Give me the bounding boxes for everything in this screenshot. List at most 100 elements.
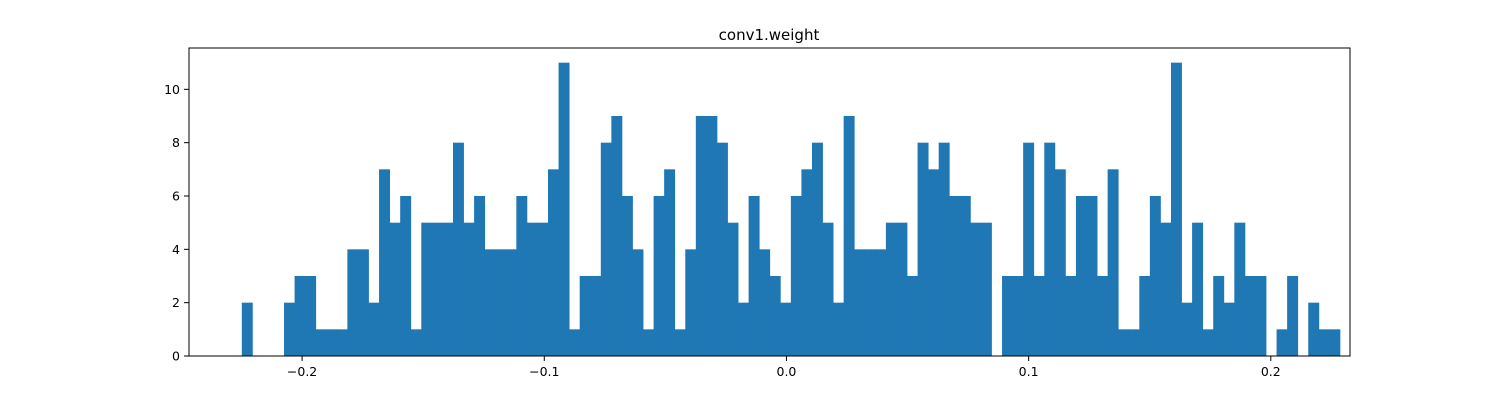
histogram-bar: [1075, 196, 1087, 356]
histogram-bar: [1181, 302, 1193, 356]
histogram-bar: [801, 169, 813, 356]
histogram-bar: [1044, 142, 1056, 356]
histogram-bar: [1086, 196, 1098, 356]
histogram-bar: [1160, 222, 1172, 356]
histogram-bar: [716, 142, 728, 356]
histogram-bar: [537, 222, 549, 356]
x-axis-ticks: −0.2 −0.1 0.0 0.1 0.2: [287, 356, 1281, 379]
histogram-bar: [400, 196, 412, 356]
y-tick-label: 6: [172, 189, 180, 204]
histogram-bar: [833, 302, 845, 356]
histogram-bar: [907, 276, 918, 356]
y-tick-label: 10: [164, 82, 180, 97]
histogram-bar: [241, 302, 253, 356]
histogram-bar: [706, 116, 718, 356]
x-tick-label: 0.0: [777, 364, 797, 379]
histogram-bar: [347, 249, 359, 356]
x-tick-label: −0.2: [287, 364, 317, 379]
histogram-bar: [759, 249, 771, 356]
histogram-bar: [1023, 142, 1035, 356]
histogram-bar: [695, 116, 707, 356]
histogram-bar: [579, 276, 591, 356]
histogram-bar: [1276, 329, 1288, 356]
histogram-bar: [980, 222, 992, 356]
bars-group: [241, 62, 1341, 357]
histogram-bar: [949, 196, 961, 356]
histogram-bar: [1255, 276, 1267, 356]
histogram-bar: [896, 222, 908, 356]
x-tick-label: −0.1: [529, 364, 559, 379]
histogram-bar: [1002, 276, 1013, 356]
histogram-bar: [368, 302, 380, 356]
histogram-bar: [474, 196, 486, 356]
histogram-bar: [875, 249, 887, 356]
histogram-bar: [1054, 169, 1066, 356]
histogram-bar: [1213, 276, 1225, 356]
histogram-bar: [1223, 302, 1235, 356]
axes-frame: [188, 47, 1351, 357]
y-tick-label: 4: [172, 242, 180, 257]
histogram-bar: [505, 249, 517, 356]
histogram-bar: [389, 222, 401, 356]
histogram-bar: [516, 196, 528, 356]
histogram-bar: [431, 222, 443, 356]
histogram-bar: [294, 276, 306, 356]
histogram-bar: [727, 222, 739, 356]
histogram-bar: [590, 276, 602, 356]
y-tick-label: 8: [172, 135, 180, 150]
histogram-bar: [769, 276, 781, 356]
histogram-bar: [526, 222, 538, 356]
histogram-bar: [674, 329, 686, 356]
histogram-bar: [452, 142, 464, 356]
histogram-bar: [1128, 329, 1140, 356]
histogram-bar: [1012, 276, 1024, 356]
histogram-bar: [780, 302, 792, 356]
histogram-bar: [611, 116, 623, 356]
histogram-bar: [484, 249, 496, 356]
histogram-bar: [653, 196, 665, 356]
histogram-bar: [917, 142, 929, 356]
histogram-bar: [1139, 276, 1151, 356]
histogram-bar: [1065, 276, 1077, 356]
histogram-bar: [1107, 169, 1119, 356]
histogram-bar: [1234, 222, 1246, 356]
y-tick-label: 2: [172, 295, 180, 310]
histogram-bar: [748, 196, 760, 356]
histogram-bar: [495, 249, 507, 356]
histogram-bar: [970, 222, 982, 356]
histogram-bar: [664, 169, 676, 356]
histogram-bar: [1329, 329, 1341, 356]
y-axis-ticks: 0 2 4 6 8 10: [164, 82, 189, 364]
histogram-bar: [885, 222, 897, 356]
histogram-bar: [790, 196, 802, 356]
histogram-bar: [643, 329, 654, 356]
histogram-bar: [305, 276, 317, 356]
histogram-bar: [959, 196, 971, 356]
histogram-bar: [379, 169, 391, 356]
histogram-bar: [1149, 196, 1161, 356]
histogram-bar: [1192, 222, 1204, 356]
histogram-bar: [463, 222, 475, 356]
histogram-bar: [336, 329, 348, 356]
histogram-bar: [1318, 329, 1330, 356]
histogram-bar: [1202, 329, 1214, 356]
histogram-bar: [442, 222, 454, 356]
histogram-bar: [1287, 276, 1299, 356]
histogram-bar: [928, 169, 940, 356]
histogram-bar: [1097, 276, 1109, 356]
histogram-bar: [284, 302, 295, 356]
chart-title: conv1.weight: [719, 26, 820, 44]
histogram-bar: [938, 142, 950, 356]
histogram-bar: [632, 249, 644, 356]
histogram-bar: [600, 142, 612, 356]
histogram-bar: [410, 329, 422, 356]
histogram-bar: [1118, 329, 1130, 356]
histogram-bar: [864, 249, 876, 356]
histogram-bar: [738, 302, 750, 356]
histogram-bar: [357, 249, 369, 356]
histogram-bar: [1170, 62, 1182, 357]
histogram-bar: [558, 62, 570, 357]
x-tick-label: 0.1: [1019, 364, 1039, 379]
histogram-bar: [548, 169, 559, 356]
